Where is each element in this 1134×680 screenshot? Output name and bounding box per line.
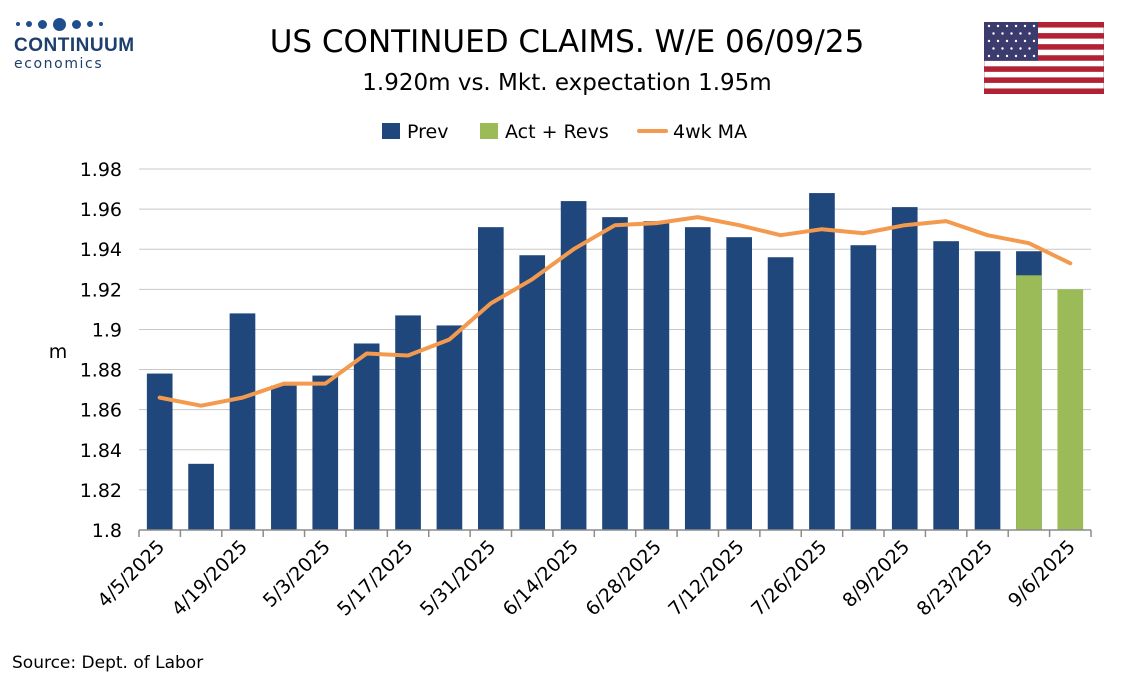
bar-prev (353, 343, 380, 530)
x-tick-label: 8/9/2025 (838, 536, 914, 612)
y-tick-label: 1.94 (80, 239, 122, 261)
bar-prev (602, 217, 628, 530)
legend-act-revs-label: Act + Revs (505, 121, 609, 143)
bar-prev (933, 241, 959, 530)
source-note: Source: Dept. of Labor (12, 653, 204, 673)
x-tick-label: 6/14/2025 (499, 536, 583, 620)
y-tick-label: 1.96 (80, 199, 122, 221)
x-tick-label: 9/6/2025 (1004, 536, 1080, 612)
legend-4wk-ma-label: 4wk MA (673, 121, 747, 143)
legend-prev: Prev (382, 121, 448, 143)
bar-prev (229, 313, 256, 530)
y-tick-label: 1.98 (80, 159, 122, 181)
logo-name: CONTINUUM (14, 35, 135, 56)
bar-act-revs (1016, 275, 1042, 530)
y-axis-label: m (49, 341, 68, 363)
line-4wk-ma (157, 215, 1073, 408)
x-tick-label: 8/23/2025 (913, 536, 997, 620)
us-flag-icon (984, 22, 1104, 94)
legend-act-revs-swatch (480, 123, 498, 139)
x-tick-label: 4/5/2025 (93, 536, 169, 612)
bar-prev (726, 237, 753, 530)
x-tick-label: 7/26/2025 (747, 536, 831, 620)
bar-prev (395, 315, 421, 530)
bar-prev (809, 193, 835, 531)
y-tick-label: 1.82 (80, 480, 122, 502)
y-tick-label: 1.86 (80, 400, 122, 422)
chart-subtitle: 1.920m vs. Mkt. expectation 1.95m (362, 70, 772, 96)
bar-prev (643, 221, 670, 530)
bar-prev (974, 251, 1001, 530)
y-tick-label: 1.8 (92, 520, 122, 542)
legend-prev-label: Prev (407, 121, 448, 143)
bar-prev (767, 257, 794, 530)
x-tick-label: 5/31/2025 (416, 536, 500, 620)
x-tick-label: 4/19/2025 (168, 536, 252, 620)
bar-prev (436, 325, 463, 530)
bar-prev (850, 245, 877, 530)
y-tick-label: 1.88 (80, 360, 122, 382)
logo-subtitle: economics (14, 56, 104, 72)
x-tick-label: 5/3/2025 (259, 536, 335, 612)
y-tick-label: 1.9 (92, 319, 122, 341)
legend-4wk-ma: 4wk MA (637, 121, 747, 143)
bar-prev (271, 385, 297, 530)
bar-prev (891, 207, 918, 530)
logo-dots-icon (16, 14, 134, 34)
x-tick-label: 5/17/2025 (333, 536, 417, 620)
chart-title: US CONTINUED CLAIMS. W/E 06/09/25 (269, 24, 865, 60)
y-tick-label: 1.84 (80, 440, 122, 462)
y-tick-label: 1.92 (80, 279, 122, 301)
bar-prev (477, 227, 504, 530)
x-tick-label: 6/28/2025 (581, 536, 665, 620)
bar-prev (312, 375, 339, 530)
bar-prev (684, 227, 711, 530)
logo: CONTINUUM economics (14, 14, 134, 72)
bar-prev (188, 463, 214, 530)
legend-prev-swatch (382, 123, 400, 139)
x-tick-label: 7/12/2025 (664, 536, 748, 620)
bar-prev (519, 255, 546, 530)
bar-act-revs (1057, 289, 1084, 530)
legend-act-revs: Act + Revs (480, 121, 609, 143)
